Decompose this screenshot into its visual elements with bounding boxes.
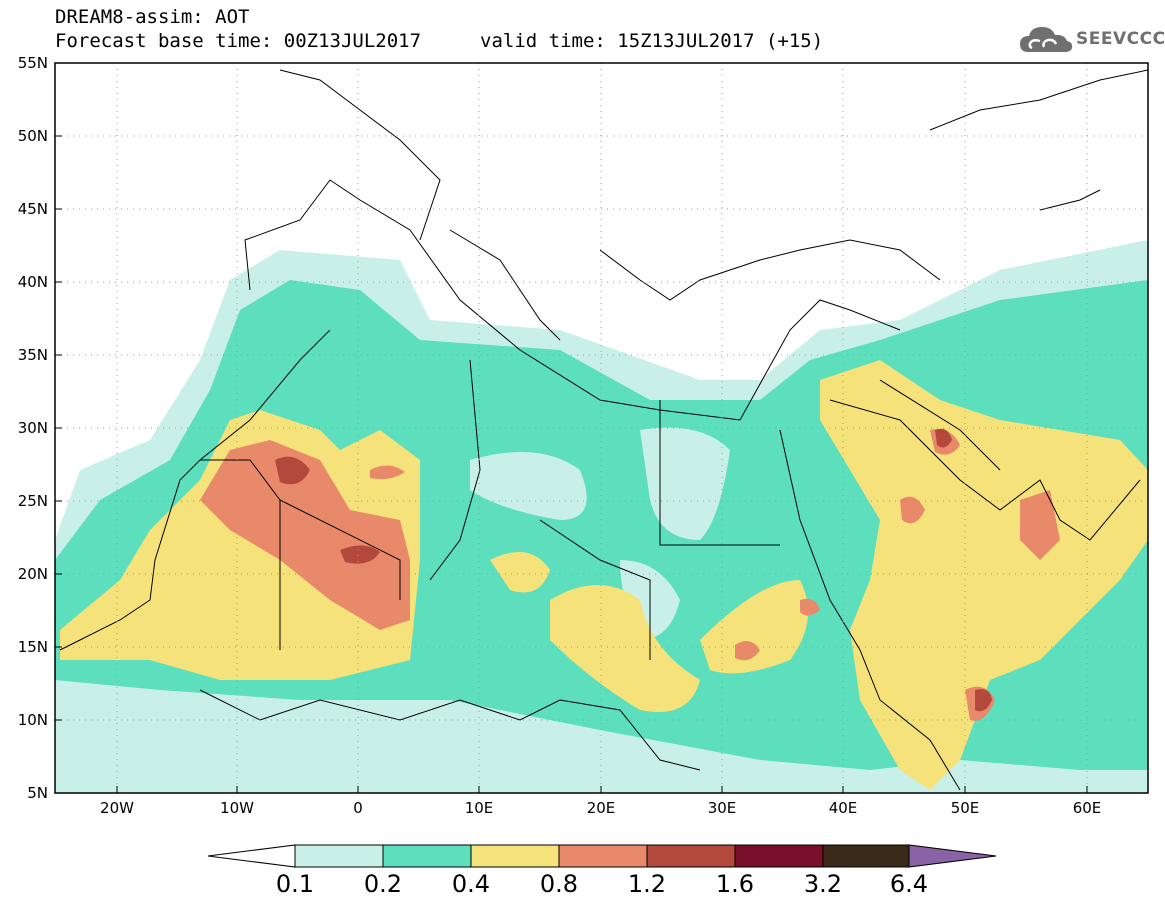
lat-label: 50N [17, 127, 48, 145]
lon-label: 60E [1072, 799, 1102, 817]
aot-band-12 [340, 545, 380, 564]
colorbar-bin-3 [470, 844, 560, 868]
lat-label: 55N [17, 54, 48, 72]
aot-band-12 [275, 456, 310, 485]
lat-label: 30N [17, 419, 48, 437]
aot-band-08 [735, 641, 760, 661]
coastlines [59, 69, 1148, 791]
aot-band-12 [975, 689, 992, 712]
lat-label: 5N [27, 784, 48, 802]
logo-text: SEEVCCC [1076, 29, 1165, 49]
colorbar-label: 0.1 [275, 870, 315, 898]
seevccc-logo: SEEVCCC [1018, 22, 1165, 56]
map-title: DREAM8-assim: AOT [55, 6, 250, 28]
forecast-base-time: Forecast base time: 00Z13JUL2017 [55, 30, 422, 52]
lat-label: 15N [17, 638, 48, 656]
lon-label: 0 [353, 799, 363, 817]
lon-label: 20E [586, 799, 616, 817]
colorbar-label: 3.2 [803, 870, 843, 898]
colorbar-label: 1.6 [715, 870, 755, 898]
lon-label: 20W [100, 799, 134, 817]
colorbar [207, 844, 997, 868]
lon-label: 50E [950, 799, 980, 817]
valid-time: valid time: 15Z13JUL2017 (+15) [480, 30, 824, 52]
aot-band-04 [820, 360, 1148, 790]
aot-band-04 [490, 552, 550, 593]
lat-label: 40N [17, 273, 48, 291]
aot-band-04 [700, 580, 808, 674]
lat-label: 20N [17, 565, 48, 583]
axis-ticks [55, 62, 1088, 794]
colorbar-bin-1 [294, 844, 384, 868]
aot-band-08 [200, 440, 410, 630]
colorbar-bin-4 [558, 844, 648, 868]
colorbar-label: 0.8 [539, 870, 579, 898]
aot-hole [470, 452, 587, 520]
colorbar-label: 1.2 [627, 870, 667, 898]
colorbar-high-arrow [908, 844, 997, 868]
colorbar-bin-7 [822, 844, 910, 868]
aot-band-08 [1020, 490, 1060, 560]
lon-label: 10W [220, 799, 254, 817]
grid-lines [55, 63, 1148, 793]
lon-label: 10E [464, 799, 494, 817]
colorbar-label: 6.4 [889, 870, 929, 898]
lon-label: 40E [828, 799, 858, 817]
aot-band-08 [370, 465, 405, 480]
aot-band-04 [550, 585, 700, 712]
aot-band-08 [900, 496, 925, 524]
colorbar-low-arrow [207, 844, 296, 868]
lat-label: 45N [17, 200, 48, 218]
colorbar-bin-6 [734, 844, 824, 868]
cloud-icon [1020, 27, 1073, 52]
lat-label: 35N [17, 346, 48, 364]
lon-label: 30E [707, 799, 737, 817]
colorbar-label: 0.2 [363, 870, 403, 898]
colorbar-bin-2 [382, 844, 472, 868]
lat-label: 10N [17, 711, 48, 729]
lat-label: 25N [17, 492, 48, 510]
aot-hole [640, 427, 730, 540]
aot-band-08 [800, 598, 820, 616]
aot-band-12 [935, 428, 952, 448]
colorbar-label: 0.4 [451, 870, 491, 898]
colorbar-bin-5 [646, 844, 736, 868]
